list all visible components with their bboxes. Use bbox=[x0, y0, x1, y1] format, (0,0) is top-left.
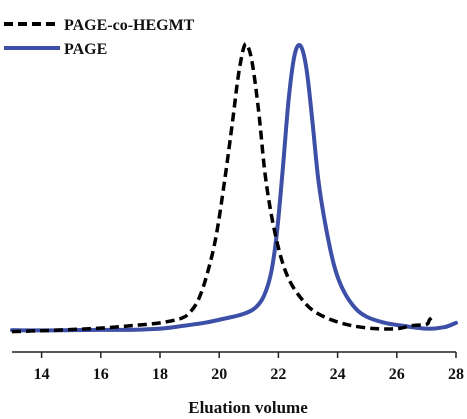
x-tick-label: 16 bbox=[93, 366, 109, 383]
x-tick-label: 14 bbox=[34, 366, 50, 383]
x-axis-ticks: 14 16 18 20 22 24 26 28 bbox=[34, 352, 464, 383]
series-line-page bbox=[10, 43, 458, 333]
x-tick-label: 24 bbox=[330, 366, 346, 383]
legend: PAGE-co-HEGMT PAGE bbox=[4, 17, 195, 58]
x-tick-label: 26 bbox=[389, 366, 405, 383]
x-axis-title: Eluation volume bbox=[188, 398, 308, 417]
series-curves bbox=[10, 42, 458, 334]
legend-label-page-co-hegmt: PAGE-co-HEGMT bbox=[64, 17, 195, 34]
x-tick-label: 28 bbox=[448, 366, 464, 383]
x-tick-label: 20 bbox=[211, 366, 227, 383]
x-tick-label: 18 bbox=[152, 366, 168, 383]
x-tick-label: 22 bbox=[270, 366, 286, 383]
legend-label-page: PAGE bbox=[64, 41, 107, 58]
series-line-page-co-hegmt bbox=[11, 42, 434, 334]
